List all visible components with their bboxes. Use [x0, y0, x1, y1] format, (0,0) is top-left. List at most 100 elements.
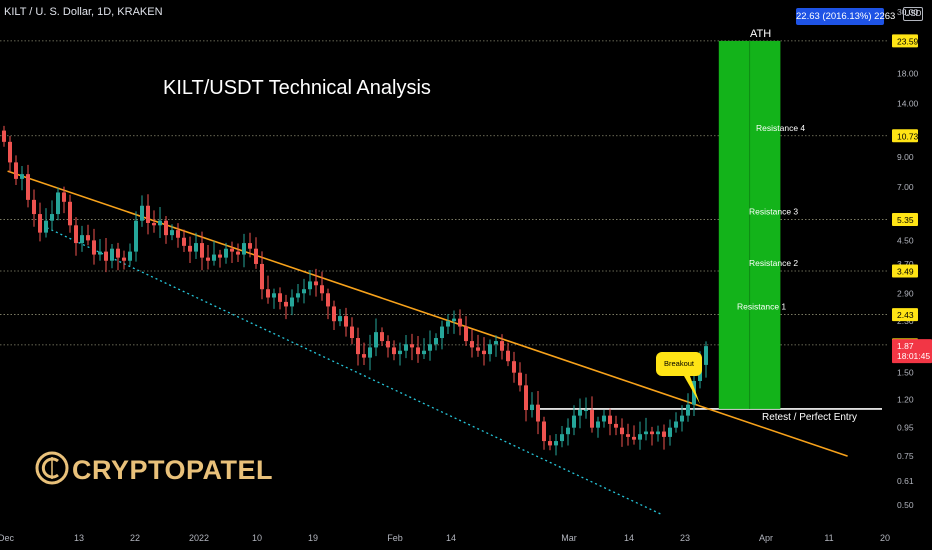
candle-body	[512, 361, 516, 373]
price-tick: 0.50	[897, 500, 914, 510]
time-tick: 11	[824, 533, 833, 543]
time-tick: 20	[880, 533, 890, 543]
candle-body	[350, 326, 354, 339]
candle-body	[488, 344, 492, 355]
candle-body	[92, 240, 96, 255]
candle-body	[626, 434, 630, 437]
candle-body	[152, 222, 156, 226]
time-tick: 14	[446, 533, 456, 543]
candle-body	[548, 441, 552, 446]
price-tick: 3.70	[897, 259, 914, 269]
price-tick: 0.61	[897, 476, 914, 486]
time-tick: Mar	[561, 533, 577, 543]
candle-body	[506, 350, 510, 362]
price-level-tag-text: 5.35	[897, 215, 914, 225]
candle-body	[596, 421, 600, 428]
price-tick: 1.20	[897, 395, 914, 405]
candle-body	[116, 248, 120, 258]
time-tick: Dec	[0, 533, 14, 543]
candle-body	[686, 404, 690, 416]
candle-body	[374, 332, 378, 348]
candle-body	[530, 404, 534, 411]
price-level-tag	[892, 264, 918, 278]
price-tick: 18.00	[897, 68, 919, 78]
candle-body	[560, 434, 564, 442]
candle-body	[704, 346, 708, 365]
time-tick: 23	[680, 533, 690, 543]
price-level-tag-text: 3.49	[897, 266, 914, 276]
candle-body	[308, 281, 312, 290]
candle-body	[8, 141, 12, 163]
candle-body	[80, 235, 84, 244]
price-tick: 0.75	[897, 451, 914, 461]
candle-body	[122, 257, 126, 261]
price-tick: 0.95	[897, 423, 914, 433]
candle-body	[164, 220, 168, 236]
candle-body	[278, 293, 282, 302]
candle-body	[272, 293, 276, 298]
price-tick: 1.50	[897, 368, 914, 378]
candle-body	[20, 174, 24, 179]
candle-body	[422, 350, 426, 355]
price-level-tag-text: 23.59	[897, 36, 919, 46]
candle-body	[218, 254, 222, 258]
candle-body	[140, 205, 144, 221]
candle-body	[260, 263, 264, 290]
candle-body	[464, 326, 468, 342]
candle-body	[656, 431, 660, 435]
candle-body	[146, 205, 150, 223]
candle-body	[386, 341, 390, 348]
candle-body	[398, 350, 402, 355]
current-price: 1.87	[897, 341, 914, 351]
price-tick: 7.00	[897, 182, 914, 192]
candle-body	[602, 415, 606, 422]
price-tick: 4.50	[897, 235, 914, 245]
candle-body	[68, 201, 72, 226]
candle-body	[662, 431, 666, 437]
candle-body	[380, 332, 384, 342]
candle-body	[578, 410, 582, 416]
channel-support-line	[46, 227, 664, 516]
candle-countdown: 18:01:45	[897, 351, 930, 361]
candle-body	[176, 230, 180, 238]
brand-name: CRYPTOPATEL	[72, 455, 274, 485]
resistance-label-4: Resistance 4	[756, 123, 805, 133]
time-axis: Dec 13 22 2022 10 19 Feb 14 Mar 14 23 Apr 11 20	[0, 533, 890, 543]
candle-body	[326, 293, 330, 307]
candle-body	[344, 316, 348, 327]
candle-body	[302, 289, 306, 294]
time-tick: 14	[624, 533, 634, 543]
price-level-tag	[892, 213, 918, 227]
brand-logo-icon	[35, 451, 69, 485]
candle-body	[38, 214, 42, 233]
level-annotations: ATH Resistance 1 Resistance 2 Resistance 3 R…	[684, 28, 857, 423]
candle-body	[566, 427, 570, 435]
time-tick: 19	[308, 533, 318, 543]
candle-body	[50, 214, 54, 221]
candle-body	[266, 289, 270, 298]
candle-body	[524, 385, 528, 411]
time-tick: 2022	[189, 533, 209, 543]
candle-body	[236, 251, 240, 255]
time-tick: 13	[74, 533, 84, 543]
candle-body	[494, 341, 498, 345]
price-axis: 30.00 18.00 14.00 9.00 7.00 4.50 3.70 2.90 2.30 1…	[892, 7, 932, 510]
candle-body	[44, 220, 48, 233]
candle-body	[212, 254, 216, 261]
price-tick: 9.00	[897, 152, 914, 162]
candle-body	[416, 347, 420, 355]
resistance-label-1: Resistance 1	[737, 302, 786, 312]
candle-body	[170, 230, 174, 236]
candle-body	[224, 248, 228, 258]
candle-body	[632, 436, 636, 440]
candle-body	[452, 318, 456, 322]
candle-body	[440, 326, 444, 339]
currency-badge[interactable]: USD	[903, 7, 923, 21]
candle-body	[290, 297, 294, 307]
candle-body	[62, 192, 66, 202]
candle-body	[2, 130, 6, 142]
candle-body	[14, 162, 18, 179]
candle-body	[248, 243, 252, 249]
candle-body	[476, 347, 480, 351]
